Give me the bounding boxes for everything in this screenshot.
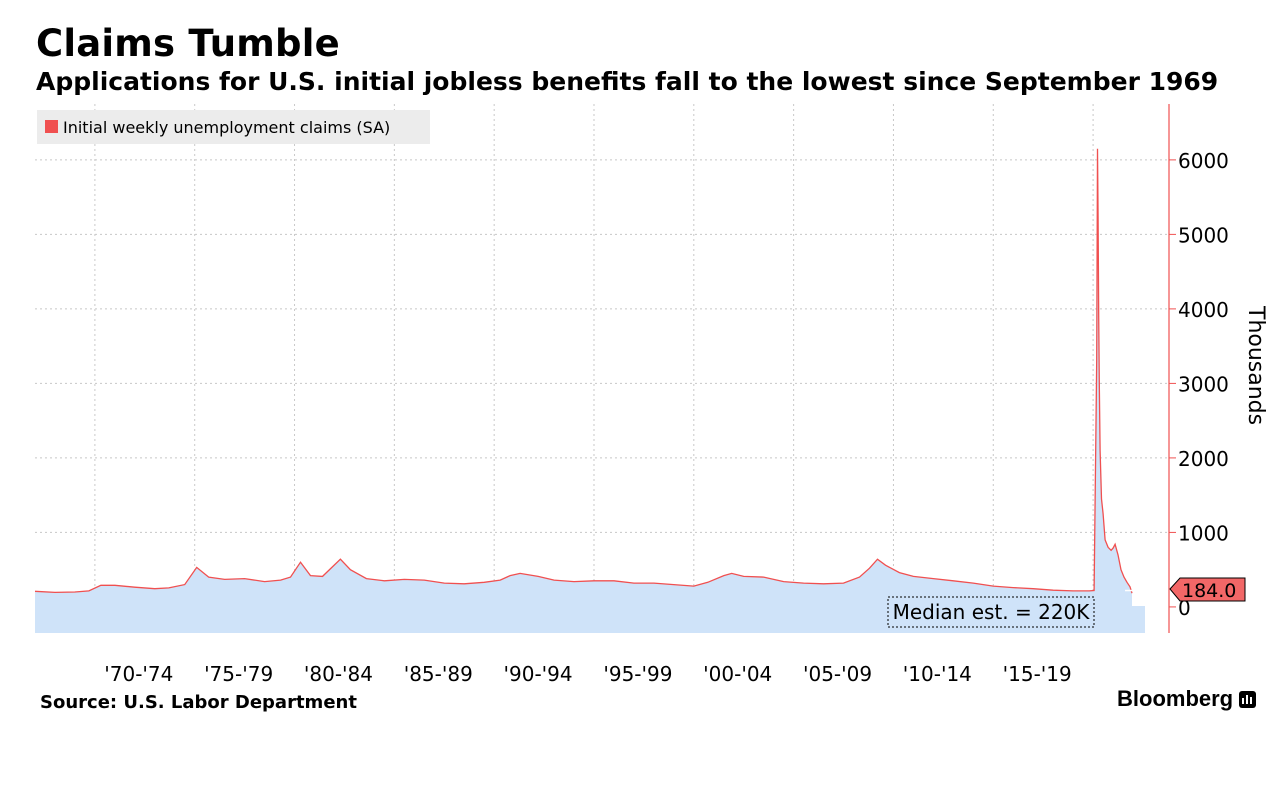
gridlines (35, 104, 1169, 633)
series-area (35, 148, 1132, 633)
x-tick-label: '95-'99 (603, 662, 672, 686)
x-tick-label: '70-'74 (104, 662, 173, 686)
brand-logo: Bloomberg (1117, 686, 1257, 712)
median-annotation: Median est. = 220K (893, 600, 1091, 624)
x-tick-label: '10-'14 (903, 662, 972, 686)
source-note: Source: U.S. Labor Department (40, 692, 357, 713)
x-tick-label: '05-'09 (803, 662, 872, 686)
x-tick-label: '80-'84 (304, 662, 373, 686)
x-axis-ticks: '70-'74 '75-'79 '80-'84 '85-'89 '90-'94 '95-'… (104, 662, 1072, 686)
legend-swatch (45, 120, 58, 133)
y-tick-label: 6000 (1178, 149, 1229, 173)
y-tick-label: 4000 (1178, 298, 1229, 322)
x-tick-label: '00-'04 (703, 662, 772, 686)
x-tick-label: '75-'79 (204, 662, 273, 686)
y-tick-label: 5000 (1178, 223, 1229, 247)
series-line (34, 148, 1133, 594)
y-tick-label: 2000 (1178, 447, 1229, 471)
chart-subtitle: Applications for U.S. initial jobless be… (36, 67, 1219, 96)
y-axis-label: Thousands (1243, 305, 1268, 425)
bloomberg-icon (1239, 690, 1257, 708)
x-tick-label: '15-'19 (1003, 662, 1072, 686)
x-tick-label: '90-'94 (504, 662, 573, 686)
chart-title: Claims Tumble (36, 22, 340, 65)
y-tick-label: 0 (1178, 596, 1191, 620)
last-value-tag: 184.0 (1182, 580, 1236, 602)
legend-box (37, 110, 430, 144)
y-axis-ticks: 0 1000 2000 3000 4000 5000 6000 (1169, 149, 1229, 620)
brand-name: Bloomberg (1117, 686, 1234, 711)
legend-label: Initial weekly unemployment claims (SA) (63, 118, 390, 137)
y-tick-label: 1000 (1178, 521, 1229, 545)
x-tick-label: '85-'89 (404, 662, 473, 686)
last-value-tag-bg (1169, 577, 1246, 602)
median-annotation-box (887, 596, 1095, 628)
y-tick-label: 3000 (1178, 372, 1229, 396)
